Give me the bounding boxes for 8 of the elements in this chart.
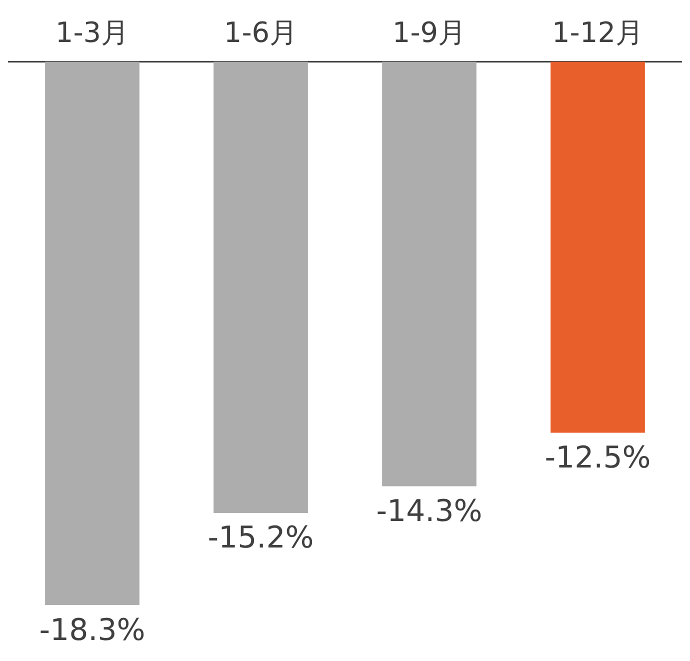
data-label: -18.3% [39,612,146,648]
data-label: -14.3% [376,494,482,530]
x-tick-label: 1-12月 [552,16,644,50]
data-label: -12.5% [544,440,651,476]
x-tick-label: 1-9月 [392,16,466,50]
x-tick-label: 1-3月 [55,16,130,50]
data-label: -15.2% [208,520,314,556]
x-tick-label: 1-6月 [224,16,298,50]
